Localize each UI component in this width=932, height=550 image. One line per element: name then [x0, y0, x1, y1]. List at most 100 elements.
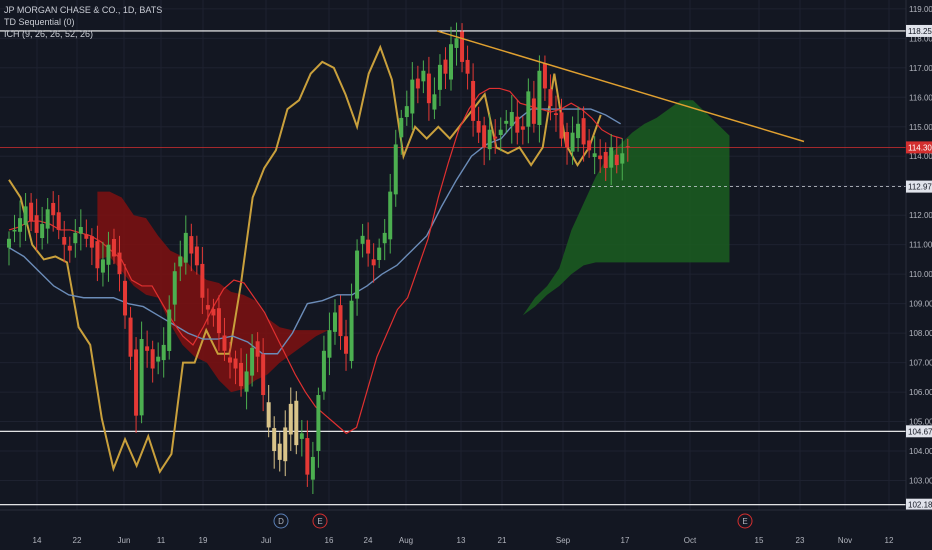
candle-body[interactable]: [487, 129, 492, 150]
candle-body[interactable]: [106, 244, 111, 265]
candle-body[interactable]: [465, 59, 470, 74]
candle-body[interactable]: [332, 312, 337, 332]
candle-body[interactable]: [23, 206, 28, 225]
candle-body[interactable]: [493, 136, 498, 139]
candle-body[interactable]: [277, 443, 282, 460]
candle-body[interactable]: [222, 335, 227, 351]
candle-body[interactable]: [404, 106, 409, 118]
candle-body[interactable]: [12, 229, 17, 232]
candle-body[interactable]: [216, 308, 221, 334]
candle-body[interactable]: [377, 247, 382, 261]
candle-body[interactable]: [294, 400, 299, 446]
candle-body[interactable]: [553, 113, 558, 115]
candle-body[interactable]: [360, 235, 365, 244]
candle-body[interactable]: [531, 98, 536, 124]
candle-body[interactable]: [172, 271, 177, 305]
candle-body[interactable]: [382, 232, 387, 244]
candle-body[interactable]: [625, 146, 630, 148]
candle-body[interactable]: [139, 339, 144, 416]
candle-body[interactable]: [526, 91, 531, 127]
candle-body[interactable]: [56, 212, 61, 230]
candle-body[interactable]: [134, 349, 139, 416]
candle-body[interactable]: [537, 70, 542, 126]
candle-body[interactable]: [283, 427, 288, 462]
candle-body[interactable]: [211, 309, 216, 316]
candle-body[interactable]: [73, 232, 78, 244]
candle-body[interactable]: [167, 309, 172, 351]
indicator-ichimoku[interactable]: ICH (9, 26, 26, 52, 26): [4, 29, 94, 39]
candle-body[interactable]: [476, 120, 481, 133]
candle-body[interactable]: [609, 147, 614, 168]
candle-body[interactable]: [183, 232, 188, 263]
candle-body[interactable]: [548, 89, 553, 107]
candle-body[interactable]: [393, 144, 398, 195]
candle-body[interactable]: [29, 202, 34, 222]
candle-body[interactable]: [576, 123, 581, 139]
candle-body[interactable]: [239, 362, 244, 387]
candle-body[interactable]: [51, 202, 56, 216]
candle-body[interactable]: [123, 280, 128, 316]
candle-body[interactable]: [100, 259, 105, 273]
candle-body[interactable]: [310, 456, 315, 480]
candle-body[interactable]: [565, 132, 570, 148]
candle-body[interactable]: [18, 218, 23, 232]
event-marker[interactable]: [737, 513, 753, 529]
candle-body[interactable]: [371, 259, 376, 266]
candle-body[interactable]: [454, 38, 459, 48]
candle-body[interactable]: [592, 153, 597, 158]
candle-body[interactable]: [62, 237, 67, 245]
candle-body[interactable]: [415, 78, 420, 89]
candle-body[interactable]: [410, 79, 415, 114]
candle-body[interactable]: [498, 129, 503, 135]
event-marker[interactable]: [312, 513, 328, 529]
candle-body[interactable]: [366, 239, 371, 254]
candle-body[interactable]: [45, 209, 50, 229]
candle-body[interactable]: [388, 191, 393, 240]
candle-body[interactable]: [305, 438, 310, 475]
candle-body[interactable]: [504, 120, 509, 124]
candle-body[interactable]: [67, 245, 72, 251]
candle-body[interactable]: [205, 305, 210, 310]
candle-body[interactable]: [34, 215, 39, 233]
candle-body[interactable]: [399, 117, 404, 138]
candle-body[interactable]: [145, 346, 150, 351]
candle-body[interactable]: [299, 433, 304, 439]
candle-body[interactable]: [40, 224, 45, 239]
candle-body[interactable]: [426, 73, 431, 104]
candle-body[interactable]: [117, 252, 122, 275]
event-marker[interactable]: [273, 513, 289, 529]
candle-body[interactable]: [421, 70, 426, 82]
candle-body[interactable]: [520, 126, 525, 130]
candle-body[interactable]: [288, 403, 293, 435]
candle-body[interactable]: [355, 250, 360, 299]
candle-body[interactable]: [233, 358, 238, 369]
candle-body[interactable]: [95, 241, 100, 269]
candle-body[interactable]: [443, 59, 448, 74]
candle-body[interactable]: [338, 305, 343, 337]
candle-body[interactable]: [189, 236, 194, 254]
candle-body[interactable]: [261, 354, 266, 396]
candle-body[interactable]: [111, 238, 116, 257]
candle-body[interactable]: [449, 44, 453, 80]
candle-body[interactable]: [542, 63, 547, 89]
candle-body[interactable]: [587, 140, 592, 151]
candle-body[interactable]: [509, 112, 514, 126]
candle-body[interactable]: [150, 349, 155, 369]
candle-body[interactable]: [7, 238, 11, 248]
candle-body[interactable]: [598, 155, 603, 160]
candle-body[interactable]: [570, 132, 575, 152]
candle-body[interactable]: [344, 336, 349, 354]
candle-body[interactable]: [200, 263, 205, 298]
candle-body[interactable]: [316, 395, 321, 451]
candle-body[interactable]: [250, 347, 255, 376]
candle-body[interactable]: [559, 112, 564, 139]
candle-body[interactable]: [432, 94, 437, 110]
candle-body[interactable]: [194, 246, 199, 266]
candle-body[interactable]: [178, 256, 183, 267]
candle-body[interactable]: [471, 80, 476, 121]
descending-trendline[interactable]: [436, 30, 805, 143]
candle-body[interactable]: [327, 330, 332, 358]
candle-body[interactable]: [620, 153, 625, 164]
candle-body[interactable]: [161, 344, 166, 361]
